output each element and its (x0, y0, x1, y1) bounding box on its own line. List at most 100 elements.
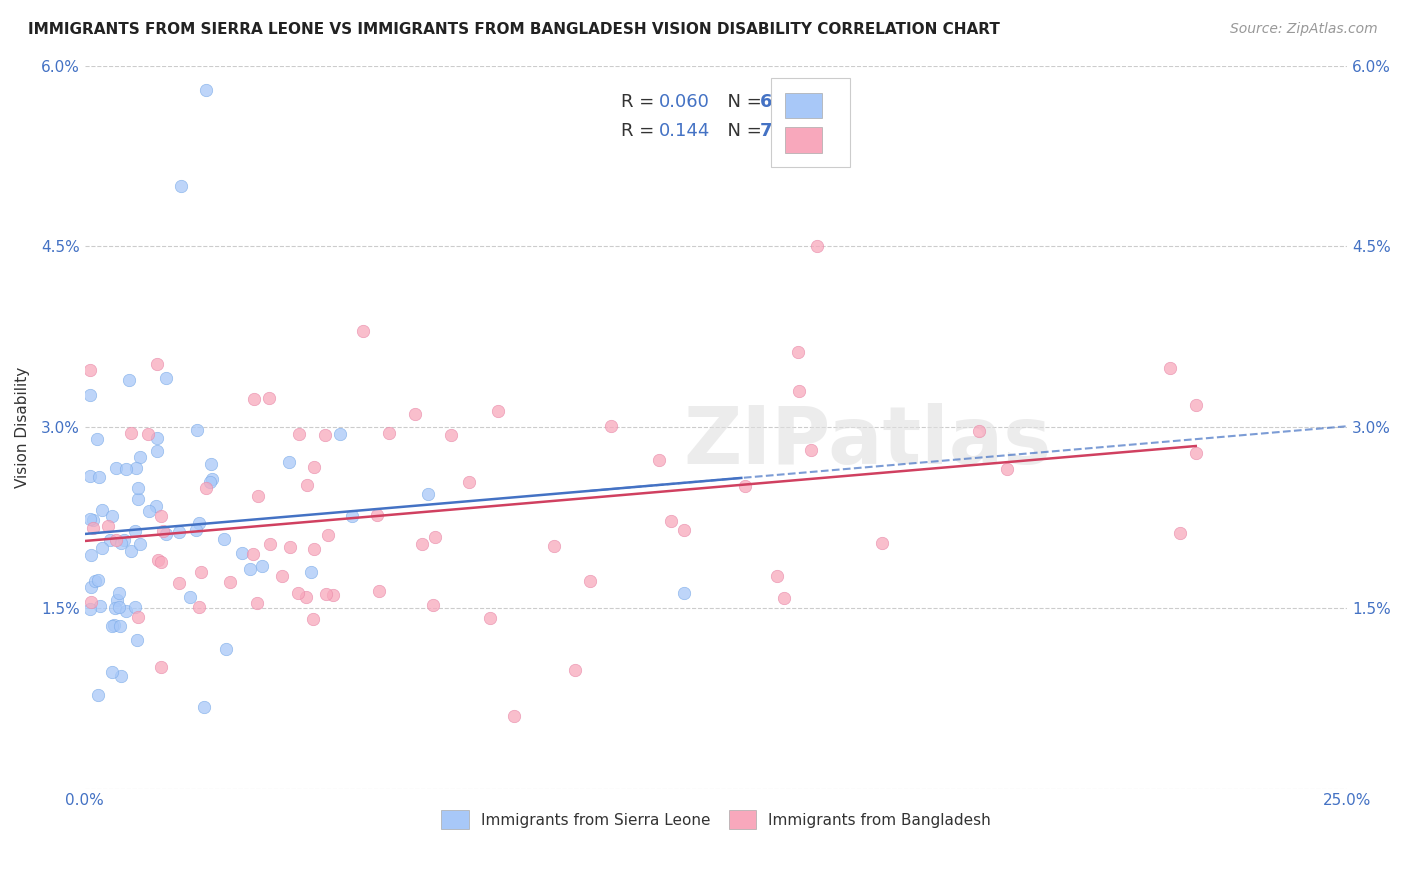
Point (114, 533, 136, 547)
Point (125, 633, 148, 648)
Point (215, 642, 238, 657)
Point (184, 523, 207, 537)
Point (79, 469, 101, 483)
Point (179, 590, 201, 604)
Point (87, 470, 110, 484)
Point (322, 588, 344, 602)
Point (79, 363, 101, 377)
Point (1184, 398, 1206, 412)
Point (200, 457, 222, 471)
Point (315, 587, 337, 601)
Point (79, 595, 101, 609)
Point (101, 619, 124, 633)
Point (115, 603, 138, 617)
Point (188, 600, 211, 615)
Point (967, 424, 990, 438)
Point (79, 388, 101, 402)
Point (257, 391, 280, 405)
Point (107, 585, 129, 599)
Point (89, 599, 111, 614)
Point (186, 423, 208, 437)
Point (79, 602, 101, 616)
Point (145, 432, 167, 446)
Point (564, 663, 586, 677)
Point (167, 576, 190, 591)
Point (86, 432, 108, 446)
Point (416, 487, 439, 501)
Point (378, 425, 401, 440)
Text: N =: N = (716, 93, 768, 111)
Point (734, 479, 756, 493)
Point (105, 460, 128, 475)
Point (786, 344, 808, 359)
Point (368, 583, 391, 598)
Point (478, 611, 501, 625)
Text: R =: R = (621, 121, 666, 140)
Point (600, 419, 623, 434)
Point (90, 541, 112, 555)
Point (127, 610, 149, 624)
Point (661, 514, 683, 528)
Point (87, 573, 110, 587)
Point (110, 668, 132, 682)
Point (120, 544, 142, 558)
Point (80, 580, 103, 594)
Point (250, 558, 273, 573)
Point (155, 527, 177, 541)
Point (80, 548, 103, 562)
Point (772, 591, 794, 606)
Point (806, 239, 828, 253)
Point (84, 574, 107, 588)
Point (124, 524, 146, 538)
Point (149, 508, 172, 523)
Point (488, 404, 510, 418)
Point (108, 599, 131, 614)
Point (104, 600, 127, 615)
Point (82, 513, 104, 527)
Text: 72: 72 (761, 121, 785, 140)
Point (259, 537, 281, 551)
Y-axis label: Vision Disability: Vision Disability (15, 367, 30, 488)
Point (302, 612, 325, 626)
Point (238, 562, 260, 576)
Point (201, 472, 224, 486)
Point (329, 427, 352, 442)
Point (352, 324, 374, 338)
Point (198, 475, 221, 489)
Point (97, 519, 120, 533)
Point (440, 427, 463, 442)
Point (127, 481, 149, 495)
Point (787, 384, 810, 398)
Point (411, 536, 433, 550)
Point (288, 427, 311, 442)
Point (195, 481, 218, 495)
Point (195, 83, 218, 97)
Point (578, 574, 600, 588)
Point (342, 508, 364, 523)
Point (125, 461, 148, 475)
Point (146, 553, 169, 567)
Point (1159, 361, 1181, 376)
Point (101, 508, 124, 523)
Point (425, 530, 447, 544)
Point (212, 533, 235, 547)
Point (318, 527, 340, 541)
Point (120, 425, 142, 440)
Point (91, 503, 114, 517)
Text: 0.060: 0.060 (659, 93, 710, 111)
Point (799, 442, 821, 457)
Point (155, 371, 177, 385)
Point (138, 504, 160, 518)
Point (103, 618, 125, 632)
Point (278, 540, 301, 554)
Point (138, 427, 160, 442)
Point (503, 709, 526, 723)
Point (219, 574, 242, 589)
Point (149, 660, 172, 674)
Point (242, 392, 264, 406)
Point (295, 478, 318, 492)
Point (193, 700, 215, 714)
Point (98, 533, 121, 548)
Point (145, 500, 167, 514)
Point (673, 586, 696, 600)
